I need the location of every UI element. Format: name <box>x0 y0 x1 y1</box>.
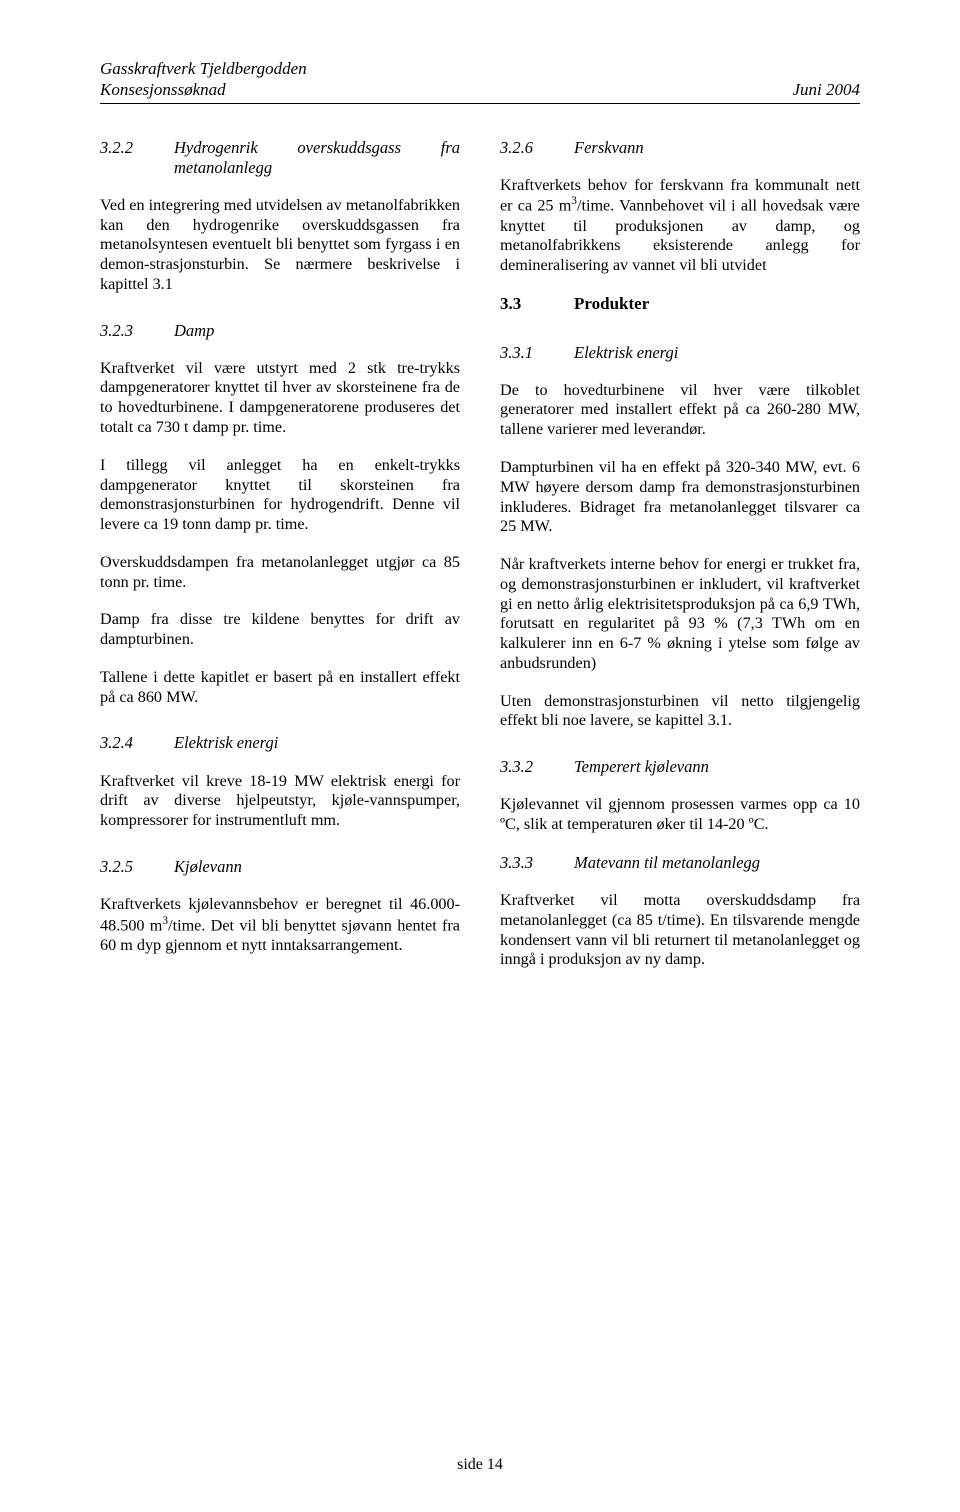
section-number: 3.2.2 <box>100 138 174 178</box>
section-number: 3.2.6 <box>500 138 574 158</box>
paragraph: De to hovedturbinene vil hver være tilko… <box>500 381 860 440</box>
section-number: 3.2.3 <box>100 321 174 341</box>
section-title: Kjølevann <box>174 857 242 877</box>
section-number: 3.3 <box>500 294 574 315</box>
two-column-layout: 3.2.2 Hydrogenrik overskuddsgass fra met… <box>100 138 860 989</box>
section-number: 3.3.3 <box>500 853 574 873</box>
section-title: Elektrisk energi <box>574 343 678 363</box>
section-number: 3.2.5 <box>100 857 174 877</box>
section-3-2-6-heading: 3.2.6 Ferskvann <box>500 138 860 158</box>
section-number: 3.3.2 <box>500 757 574 777</box>
paragraph: Ved en integrering med utvidelsen av met… <box>100 196 460 295</box>
section-3-2-3-heading: 3.2.3 Damp <box>100 321 460 341</box>
section-title: Ferskvann <box>574 138 644 158</box>
section-3-2-4-heading: 3.2.4 Elektrisk energi <box>100 733 460 753</box>
header-title-line1: Gasskraftverk Tjeldbergodden <box>100 58 860 79</box>
paragraph: Kraftverkets behov for ferskvann fra kom… <box>500 176 860 276</box>
section-number: 3.3.1 <box>500 343 574 363</box>
paragraph: Overskuddsdampen fra metanolanlegget utg… <box>100 553 460 593</box>
page-header: Gasskraftverk Tjeldbergodden Konsesjonss… <box>100 58 860 104</box>
paragraph: I tillegg vil anlegget ha en enkelt-tryk… <box>100 456 460 535</box>
paragraph: Dampturbinen vil ha en effekt på 320-340… <box>500 458 860 537</box>
paragraph: Kraftverket vil motta overskuddsdamp fra… <box>500 891 860 970</box>
header-date: Juni 2004 <box>792 79 860 100</box>
page: Gasskraftverk Tjeldbergodden Konsesjonss… <box>0 0 960 1512</box>
paragraph: Tallene i dette kapitlet er basert på en… <box>100 668 460 708</box>
header-row2: Konsesjonssøknad Juni 2004 <box>100 79 860 100</box>
right-column: 3.2.6 Ferskvann Kraftverkets behov for f… <box>500 138 860 989</box>
paragraph: Kraftverkets kjølevannsbehov er beregnet… <box>100 895 460 956</box>
section-3-3-3-heading: 3.3.3 Matevann til metanolanlegg <box>500 853 860 873</box>
section-number: 3.2.4 <box>100 733 174 753</box>
section-title: Hydrogenrik overskuddsgass fra metanolan… <box>174 138 460 178</box>
paragraph: Uten demonstrasjonsturbinen vil netto ti… <box>500 692 860 732</box>
paragraph: Kraftverket vil kreve 18-19 MW elektrisk… <box>100 772 460 831</box>
section-title: Damp <box>174 321 214 341</box>
section-3-3-1-heading: 3.3.1 Elektrisk energi <box>500 343 860 363</box>
section-3-3-heading: 3.3 Produkter <box>500 294 860 315</box>
section-title: Temperert kjølevann <box>574 757 709 777</box>
page-footer: side 14 <box>0 1456 960 1474</box>
section-title: Elektrisk energi <box>174 733 278 753</box>
paragraph: Kjølevannet vil gjennom prosessen varmes… <box>500 795 860 835</box>
header-subtitle: Konsesjonssøknad <box>100 79 226 100</box>
section-3-2-2-heading: 3.2.2 Hydrogenrik overskuddsgass fra met… <box>100 138 460 178</box>
paragraph: Når kraftverkets interne behov for energ… <box>500 555 860 674</box>
section-title: Produkter <box>574 294 649 315</box>
section-title: Matevann til metanolanlegg <box>574 853 760 873</box>
paragraph: Kraftverket vil være utstyrt med 2 stk t… <box>100 359 460 438</box>
left-column: 3.2.2 Hydrogenrik overskuddsgass fra met… <box>100 138 460 989</box>
paragraph: Damp fra disse tre kildene benyttes for … <box>100 610 460 650</box>
section-3-3-2-heading: 3.3.2 Temperert kjølevann <box>500 757 860 777</box>
section-3-2-5-heading: 3.2.5 Kjølevann <box>100 857 460 877</box>
